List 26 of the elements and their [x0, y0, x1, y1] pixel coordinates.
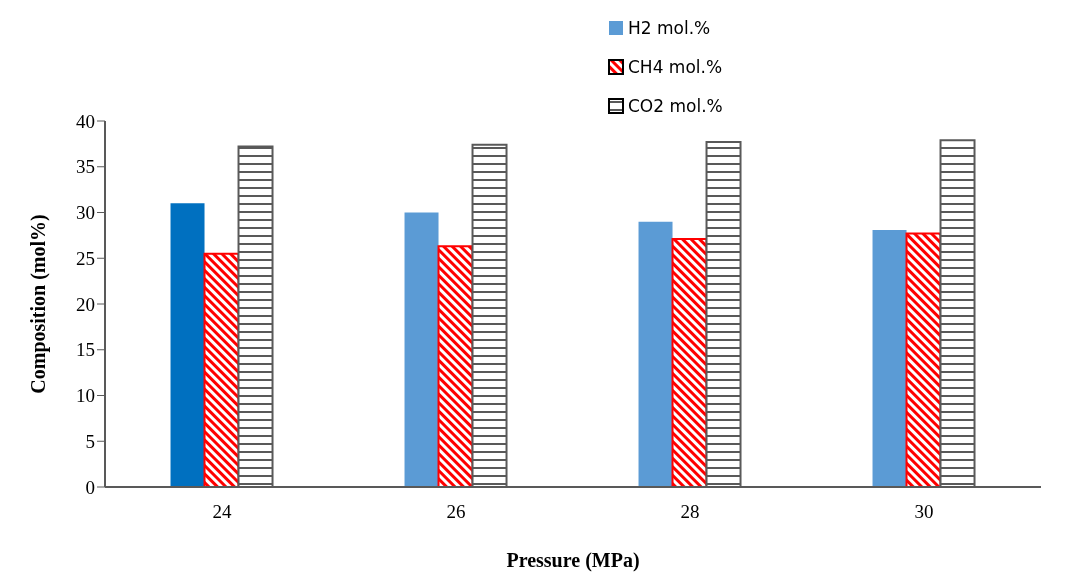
y-tick-label: 20: [76, 293, 95, 315]
y-tick-label: 15: [76, 339, 95, 361]
bar: [437, 245, 474, 487]
y-axis-title: Composition (mol%): [27, 214, 51, 394]
bar: [170, 203, 205, 487]
y-tick-label: 10: [76, 385, 95, 407]
y-tick-label: 40: [76, 110, 95, 132]
x-axis-title: Pressure (MPa): [506, 549, 640, 572]
y-tick-label: 30: [76, 202, 95, 224]
bar: [404, 212, 439, 487]
legend-label: CO2 mol.%: [628, 95, 723, 116]
y-tick-label: 35: [76, 156, 95, 178]
bar: [671, 238, 708, 487]
legend-label: H2 mol.%: [628, 17, 711, 38]
bar: [638, 221, 673, 487]
bar: [872, 229, 907, 487]
x-tick-label: 30: [914, 501, 934, 523]
y-tick-label: 25: [76, 247, 95, 269]
x-tick-label: 24: [212, 501, 232, 523]
bar: [905, 232, 942, 487]
x-tick-label: 26: [446, 501, 466, 523]
legend-label: CH4 mol.%: [628, 56, 723, 77]
bar: [203, 252, 240, 487]
y-tick-label: 5: [85, 430, 95, 452]
x-tick-label: 28: [680, 501, 700, 523]
y-tick-label: 0: [85, 476, 95, 498]
